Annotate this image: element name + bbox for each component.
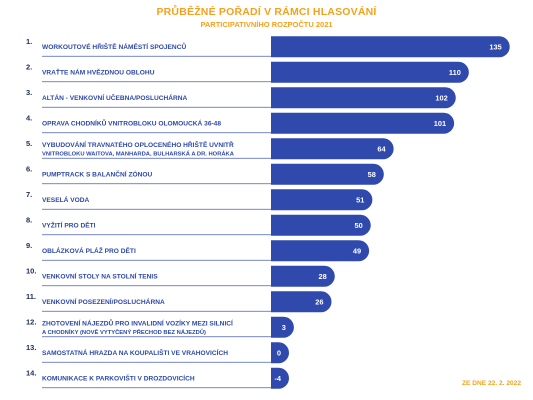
category-label: VYŽITÍ PRO DĚTI	[42, 221, 96, 230]
chart-title: PRŮBĚŽNÉ POŘADÍ V RÁMCI HLASOVÁNÍ	[156, 6, 377, 18]
rank-label: 4.	[26, 113, 32, 122]
bar-row: 6. PUMPTRACK S BALANČNÍ ZÓNOU 58	[26, 163, 384, 185]
value-label: 58	[368, 170, 376, 179]
bar-row: 14. KOMUNIKACE K PARKOVIŠTI V DROZDOVICÍC…	[26, 367, 289, 389]
category-label: PUMPTRACK S BALANČNÍ ZÓNOU	[42, 170, 152, 179]
bar-row: 9. OBLÁZKOVÁ PLÁŽ PRO DĚTI 49	[26, 240, 370, 262]
category-label: VENKOVNÍ POSEZENÍ/POSLUCHÁRNA	[42, 297, 165, 306]
rank-label: 11.	[26, 292, 36, 301]
value-label: -4	[274, 374, 281, 383]
rank-label: 9.	[26, 241, 32, 250]
rank-label: 10.	[26, 266, 36, 275]
category-label: VYBUDOVÁNÍ TRAVNATÉHO OPLOCENÉHO HŘIŠTĚ …	[42, 140, 235, 158]
bar-row: 13. SAMOSTATNÁ HRAZDA NA KOUPALIŠTI VE VR…	[26, 342, 289, 364]
category-label: VENKOVNÍ STOLY NA STOLNÍ TENIS	[42, 272, 158, 281]
category-label: VRAŤTE NÁM HVĚZDNOU OBLOHU	[42, 68, 155, 77]
value-label: 49	[353, 246, 361, 255]
category-label: SAMOSTATNÁ HRAZDA NA KOUPALIŠTI VE VRAHO…	[42, 348, 228, 357]
value-label: 102	[435, 93, 447, 102]
value-label: 28	[319, 272, 327, 281]
bar	[271, 265, 335, 287]
date-footnote: ZE DNE 22. 2. 2022	[461, 380, 521, 387]
rank-label: 2.	[26, 62, 32, 71]
rank-label: 6.	[26, 164, 32, 173]
rank-label: 5.	[26, 139, 32, 148]
rank-label: 1.	[26, 37, 32, 46]
category-label: ALTÁN - VENKOVNÍ UČEBNA/POSLUCHÁRNA	[42, 93, 188, 102]
value-label: 135	[489, 42, 501, 51]
bar	[271, 240, 370, 262]
category-label: VESELÁ VODA	[42, 195, 90, 204]
bar	[271, 87, 456, 109]
value-label: 51	[356, 195, 364, 204]
bar	[271, 138, 394, 160]
value-label: 50	[355, 221, 363, 230]
bar	[271, 163, 384, 185]
bar-row: 12. ZHOTOVENÍ NÁJEZDŮ PRO INVALIDNÍ VOZÍK…	[26, 316, 294, 338]
category-label: ZHOTOVENÍ NÁJEZDŮ PRO INVALIDNÍ VOZÍKY M…	[42, 317, 233, 336]
rank-label: 7.	[26, 190, 32, 199]
bar-row: 5. VYBUDOVÁNÍ TRAVNATÉHO OPLOCENÉHO HŘIŠT…	[26, 138, 394, 160]
bar	[271, 61, 469, 83]
rank-label: 3.	[26, 88, 32, 97]
rank-label: 13.	[26, 343, 36, 352]
value-label: 64	[377, 144, 386, 153]
value-label: 3	[282, 323, 286, 332]
chart-subtitle: PARTICIPATIVNÍHO ROZPOČTU 2021	[200, 20, 333, 29]
bar	[271, 342, 289, 364]
category-label: KOMUNIKACE K PARKOVIŠTI V DROZDOVICÍCH	[42, 374, 195, 383]
value-label: 101	[434, 119, 446, 128]
bar	[271, 291, 332, 313]
category-label: OBLÁZKOVÁ PLÁŽ PRO DĚTI	[42, 246, 136, 255]
bar	[271, 367, 289, 389]
rank-label: 12.	[26, 317, 36, 326]
bar	[271, 214, 371, 236]
value-label: 26	[315, 297, 323, 306]
bar-row: 4. OPRAVA CHODNÍKŮ VNITROBLOKU OLOMOUCKÁ …	[26, 112, 455, 134]
rank-label: 14.	[26, 368, 36, 377]
bar-row: 8. VYŽITÍ PRO DĚTI 50	[26, 214, 371, 236]
rank-label: 8.	[26, 215, 32, 224]
bar-row: 2. VRAŤTE NÁM HVĚZDNOU OBLOHU 110	[26, 61, 469, 83]
bar	[271, 189, 373, 211]
bar-row: 7. VESELÁ VODA 51	[26, 189, 373, 211]
value-label: 110	[449, 68, 461, 77]
bar	[271, 36, 510, 58]
bar-row: 3. ALTÁN - VENKOVNÍ UČEBNA/POSLUCHÁRNA 102	[26, 87, 456, 109]
bar-row: 10. VENKOVNÍ STOLY NA STOLNÍ TENIS 28	[26, 265, 335, 287]
bar	[271, 112, 455, 134]
category-label: WORKOUTOVÉ HŘIŠTĚ NÁMĚSTÍ SPOJENCŮ	[42, 41, 186, 51]
bar	[271, 316, 294, 338]
category-label: OPRAVA CHODNÍKŮ VNITROBLOKU OLOMOUCKÁ 36…	[42, 118, 221, 128]
bar-row: 1. WORKOUTOVÉ HŘIŠTĚ NÁMĚSTÍ SPOJENCŮ 135	[26, 36, 510, 58]
bar-row: 11. VENKOVNÍ POSEZENÍ/POSLUCHÁRNA 26	[26, 291, 332, 313]
value-label: 0	[277, 348, 281, 357]
